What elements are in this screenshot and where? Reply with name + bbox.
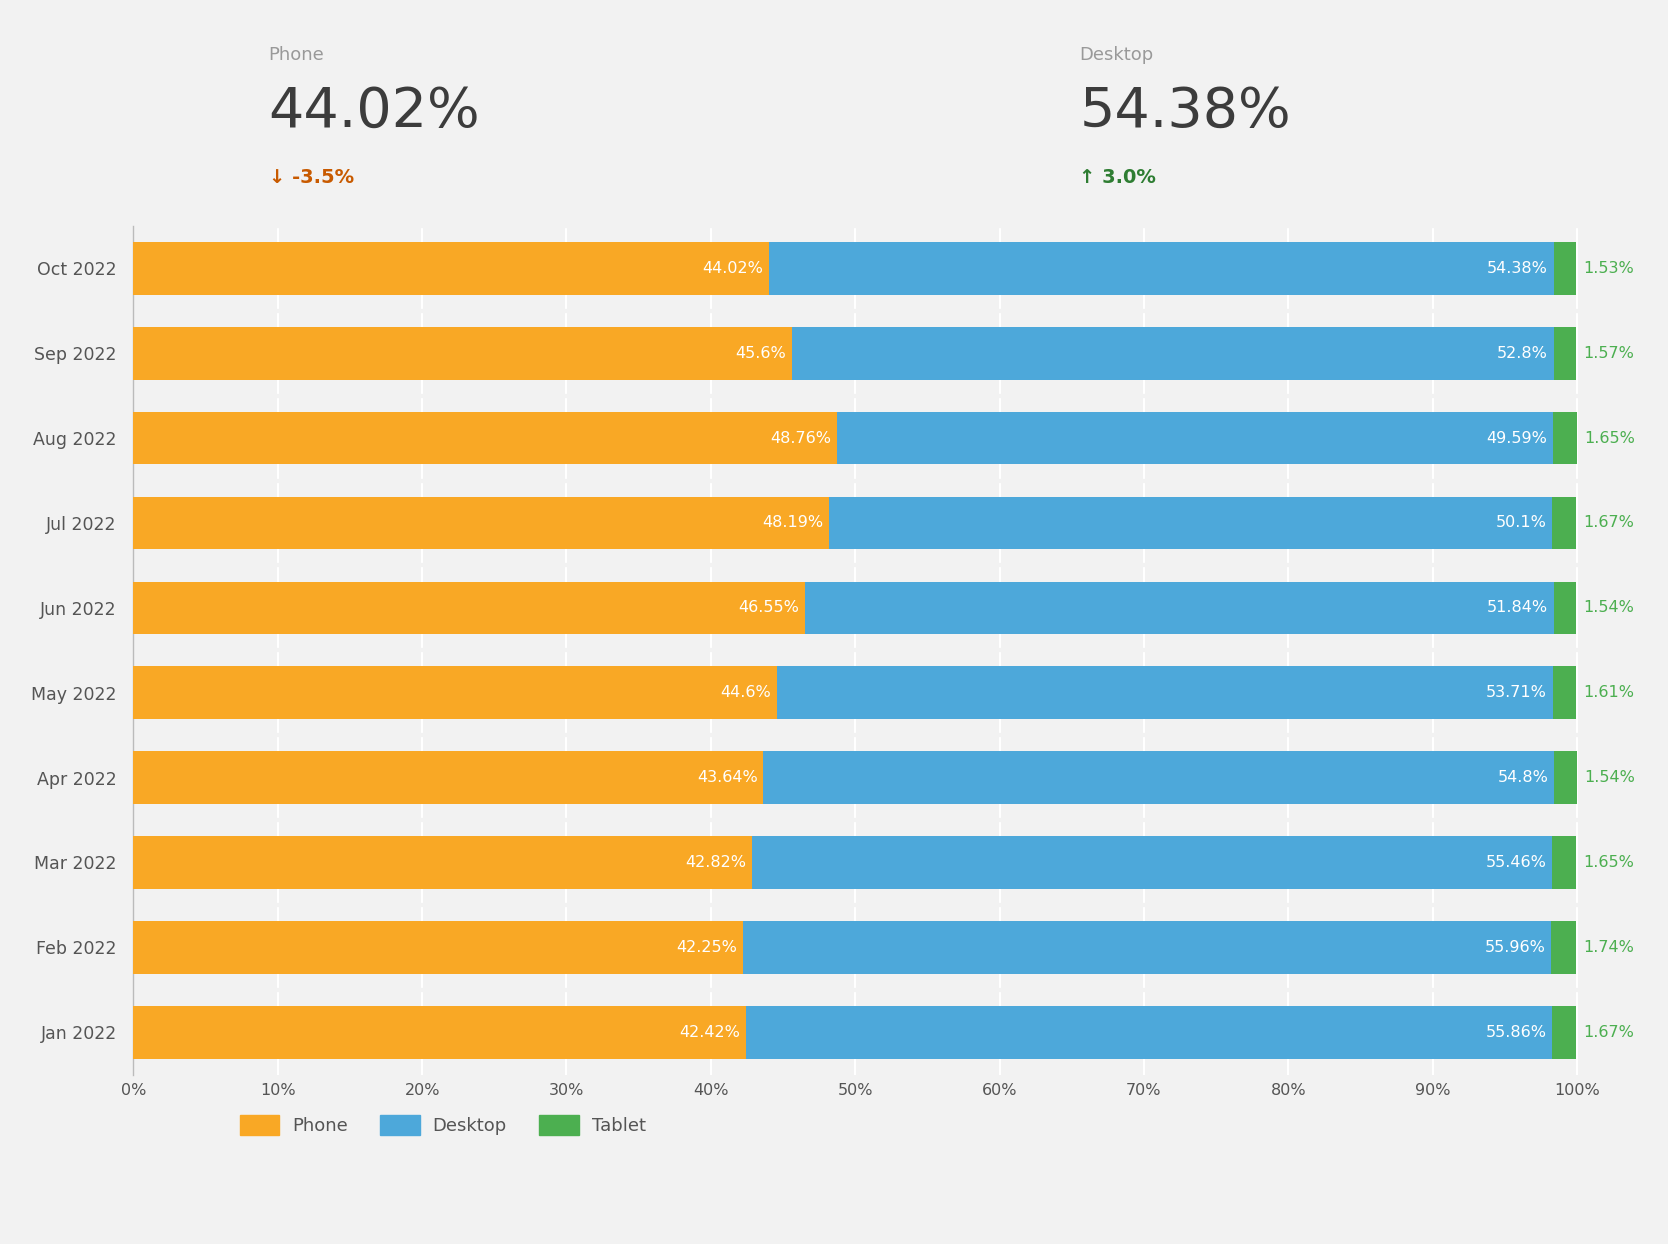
Bar <box>764 751 1555 804</box>
Text: 42.42%: 42.42% <box>679 1025 741 1040</box>
Text: ↓ -3.5%: ↓ -3.5% <box>269 168 354 187</box>
Bar <box>1551 921 1576 974</box>
Text: 1.54%: 1.54% <box>1583 601 1635 616</box>
Text: 52.8%: 52.8% <box>1498 346 1548 361</box>
Bar <box>806 581 1553 634</box>
Text: Desktop: Desktop <box>1079 46 1154 63</box>
Text: 1.61%: 1.61% <box>1583 685 1635 700</box>
Bar <box>133 751 764 804</box>
Text: 45.6%: 45.6% <box>736 346 786 361</box>
Text: 1.67%: 1.67% <box>1583 1025 1635 1040</box>
Text: 43.64%: 43.64% <box>697 770 757 785</box>
Text: 51.84%: 51.84% <box>1486 601 1548 616</box>
Bar <box>1551 836 1576 888</box>
Text: 1.53%: 1.53% <box>1583 261 1635 276</box>
Text: 46.55%: 46.55% <box>739 601 799 616</box>
Bar <box>133 496 829 550</box>
Bar <box>133 836 752 888</box>
Text: 55.46%: 55.46% <box>1486 855 1546 870</box>
Text: 1.65%: 1.65% <box>1583 855 1635 870</box>
Text: 48.19%: 48.19% <box>762 515 824 530</box>
Text: 44.02%: 44.02% <box>702 261 762 276</box>
Text: 53.71%: 53.71% <box>1486 685 1546 700</box>
Bar <box>1555 751 1576 804</box>
Bar <box>133 667 777 719</box>
Bar <box>837 412 1553 464</box>
Text: 1.54%: 1.54% <box>1585 770 1635 785</box>
Bar <box>777 667 1553 719</box>
Text: 1.67%: 1.67% <box>1583 515 1635 530</box>
Text: 42.25%: 42.25% <box>677 940 737 955</box>
Bar <box>133 412 837 464</box>
Bar <box>744 921 1551 974</box>
Bar <box>1555 327 1576 379</box>
Bar <box>133 581 806 634</box>
Bar <box>133 1006 746 1059</box>
Text: 55.96%: 55.96% <box>1485 940 1545 955</box>
Bar <box>1553 412 1576 464</box>
Text: 44.6%: 44.6% <box>721 685 771 700</box>
Bar <box>1555 243 1576 295</box>
Text: 1.57%: 1.57% <box>1583 346 1635 361</box>
Text: ↑ 3.0%: ↑ 3.0% <box>1079 168 1156 187</box>
Text: 54.38%: 54.38% <box>1079 85 1291 139</box>
Text: 42.82%: 42.82% <box>686 855 746 870</box>
Text: Phone: Phone <box>269 46 324 63</box>
Bar <box>746 1006 1551 1059</box>
Bar <box>133 921 744 974</box>
Bar <box>133 327 792 379</box>
Text: 50.1%: 50.1% <box>1496 515 1546 530</box>
Text: 48.76%: 48.76% <box>771 430 831 445</box>
Text: 54.38%: 54.38% <box>1488 261 1548 276</box>
Bar <box>829 496 1553 550</box>
Text: 1.74%: 1.74% <box>1583 940 1635 955</box>
Bar <box>792 327 1555 379</box>
Bar <box>133 243 769 295</box>
Text: 1.65%: 1.65% <box>1585 430 1635 445</box>
Bar <box>1551 1006 1576 1059</box>
Bar <box>1553 496 1576 550</box>
Bar <box>769 243 1555 295</box>
Text: 55.86%: 55.86% <box>1485 1025 1546 1040</box>
Text: 54.8%: 54.8% <box>1498 770 1548 785</box>
Bar <box>752 836 1551 888</box>
Text: 49.59%: 49.59% <box>1486 430 1548 445</box>
Bar <box>1553 581 1576 634</box>
Legend: Phone, Desktop, Tablet: Phone, Desktop, Tablet <box>232 1108 654 1142</box>
Bar <box>1553 667 1576 719</box>
Text: 44.02%: 44.02% <box>269 85 480 139</box>
